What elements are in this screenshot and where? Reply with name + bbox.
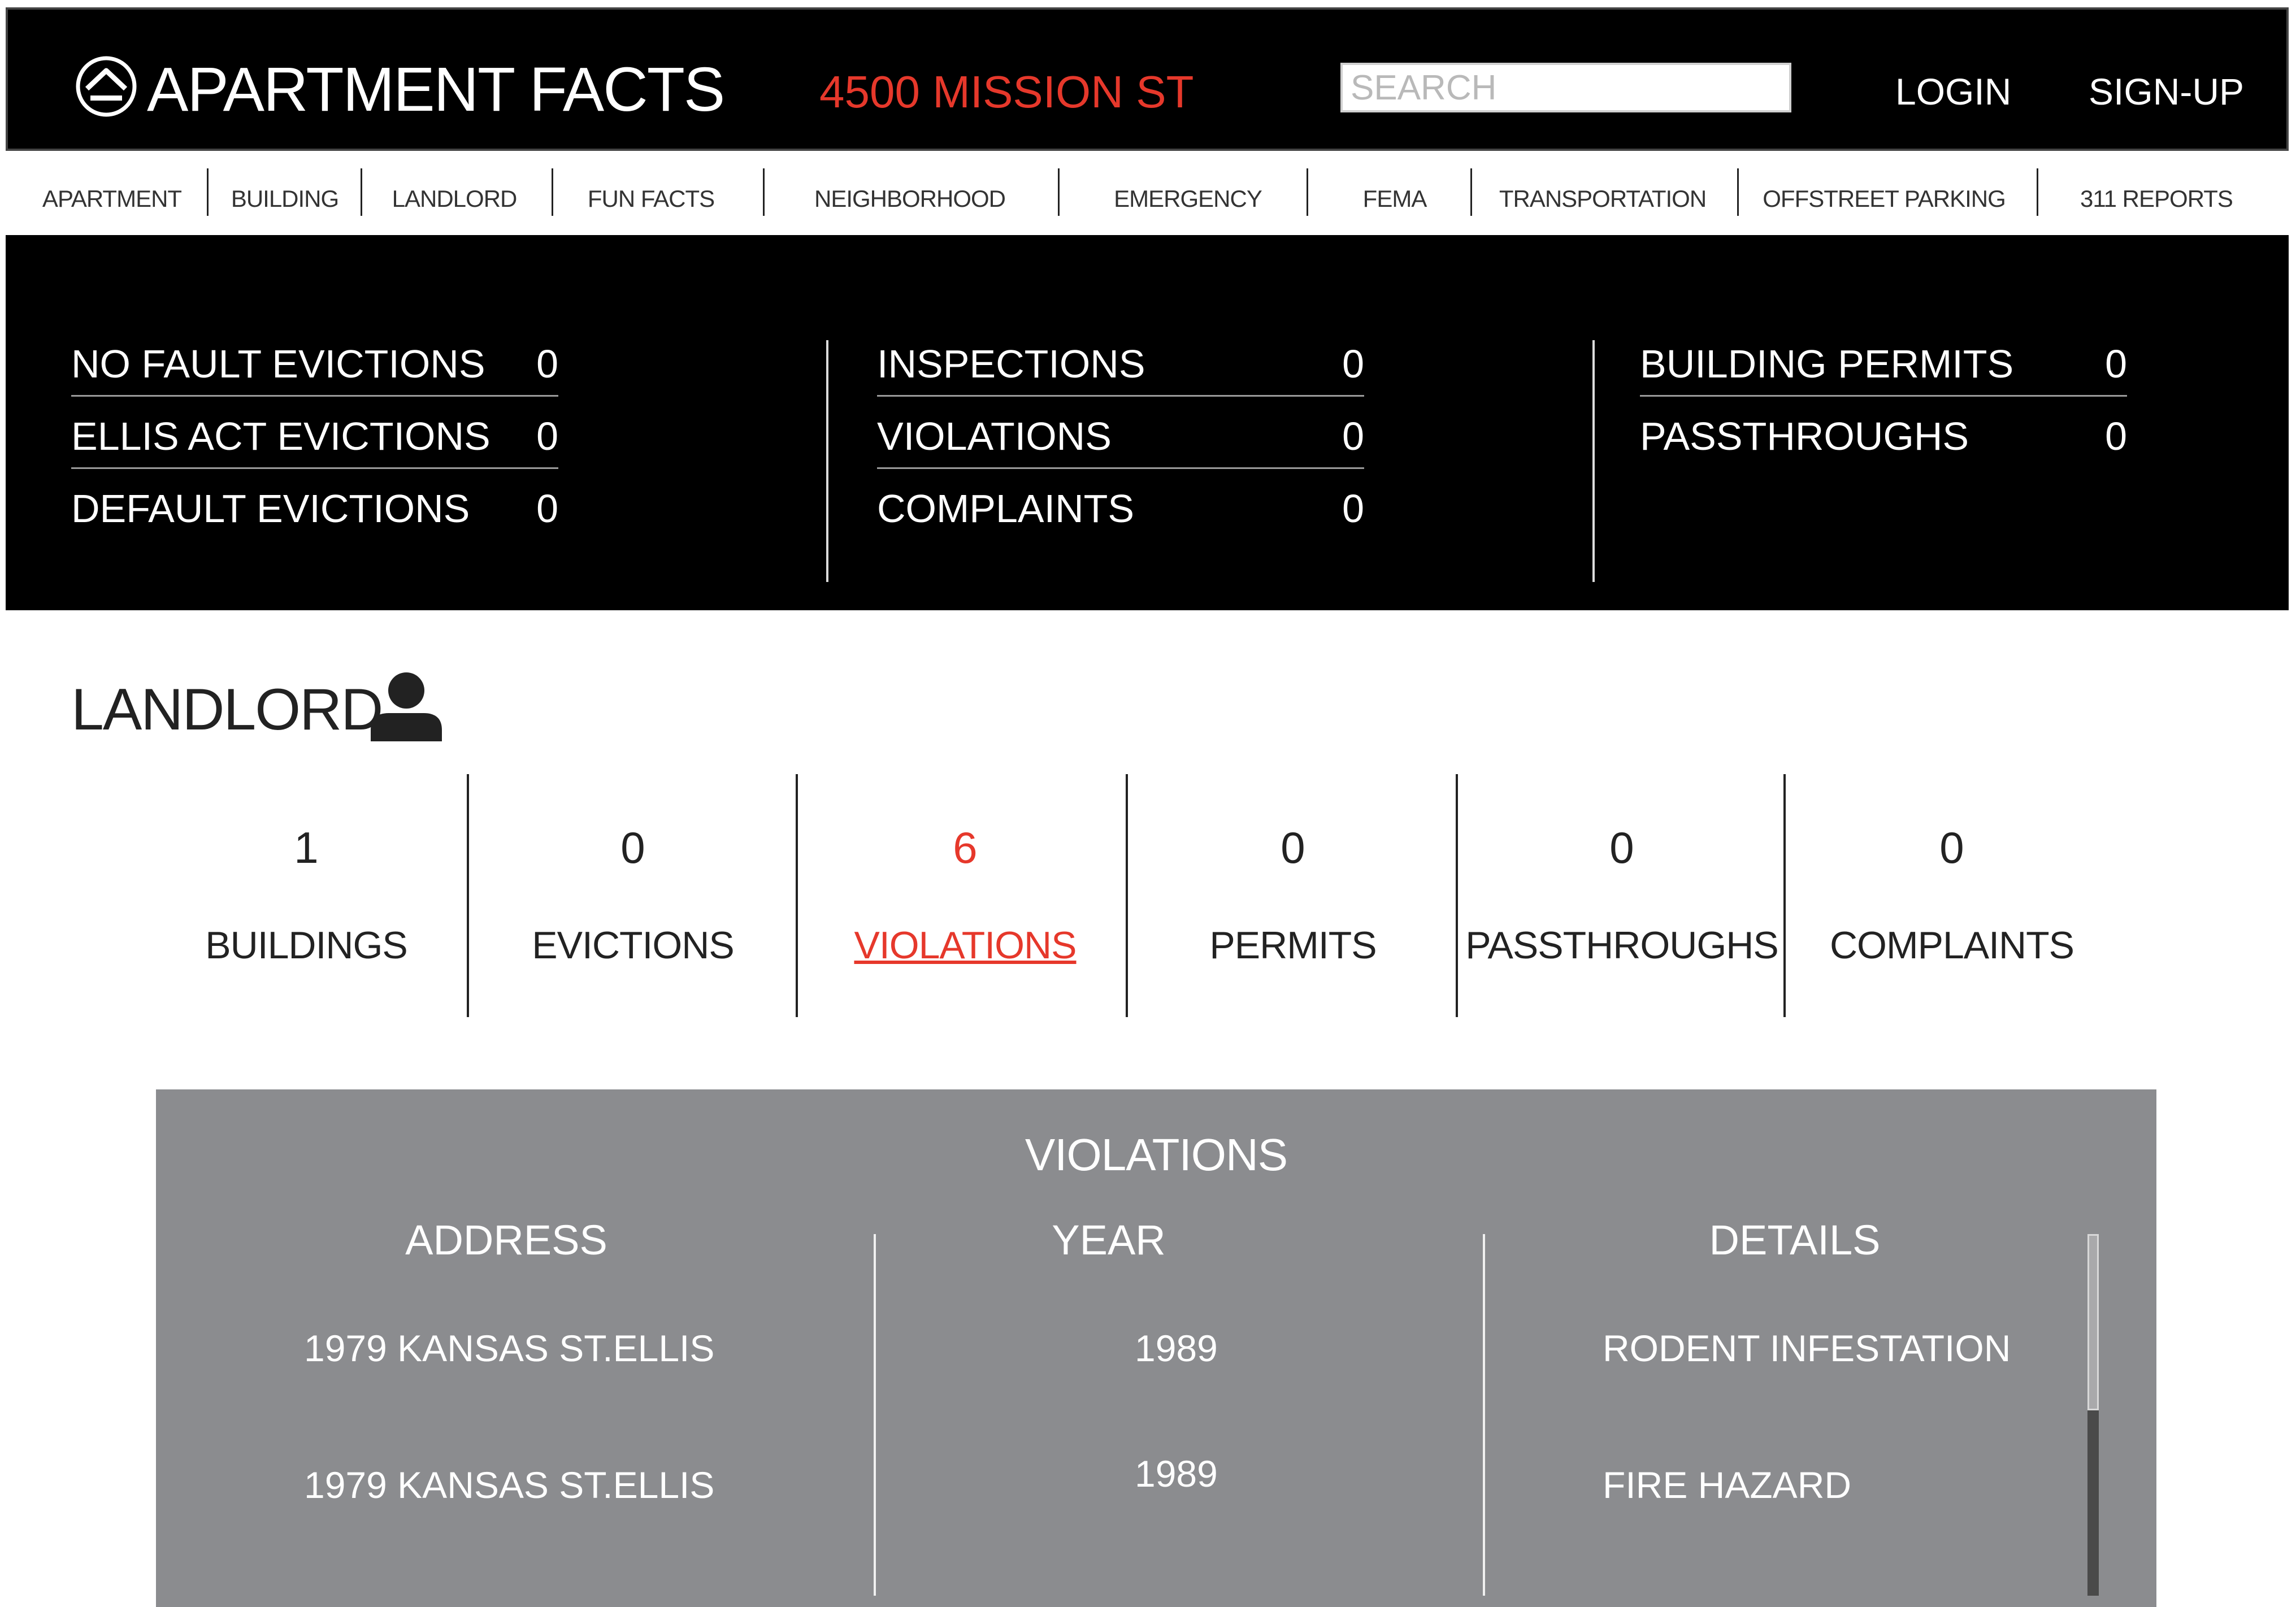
stat-label: COMPLAINTS [877, 487, 1135, 531]
summary-evictions[interactable]: 0 EVICTIONS [469, 780, 797, 1017]
cell-year: 1989 [1135, 1327, 1218, 1369]
stat-value: 0 [1342, 487, 1364, 531]
stat-value: 0 [2105, 414, 2127, 458]
nav-divider [1737, 168, 1739, 216]
summary-passthroughs[interactable]: 0 PASSTHROUGHS [1458, 780, 1786, 1017]
signup-link[interactable]: SIGN-UP [2089, 71, 2245, 112]
person-icon [371, 672, 442, 741]
stat-label: ELLIS ACT EVICTIONS [71, 414, 491, 458]
stat-label: INSPECTIONS [877, 342, 1145, 386]
nav-building[interactable]: BUILDING [231, 185, 339, 212]
column-header-details: DETAILS [1709, 1217, 1881, 1263]
summary-violations[interactable]: 6 VIOLATIONS [801, 780, 1129, 1017]
summary-label: PASSTHROUGHS [1465, 924, 1778, 967]
nav-offstreet-parking[interactable]: OFFSTREET PARKING [1763, 185, 2006, 212]
landlord-section-title: LANDLORD [71, 677, 383, 742]
house-circle-icon[interactable] [75, 55, 138, 118]
stat-inspections: INSPECTIONS 0 [877, 324, 1364, 397]
stat-value: 0 [1342, 342, 1364, 386]
summary-divider [1783, 774, 1786, 1017]
app-logo-text[interactable]: APARTMENT FACTS [147, 55, 725, 124]
summary-count: 0 [1939, 823, 1964, 872]
stat-value: 0 [1342, 414, 1364, 458]
summary-count: 6 [953, 823, 978, 872]
scrollbar-thumb[interactable] [2087, 1234, 2099, 1410]
summary-label: BUILDINGS [205, 924, 408, 967]
summary-count: 0 [1609, 823, 1634, 872]
summary-divider [467, 774, 469, 1017]
current-address: 4500 MISSION ST [819, 67, 1194, 117]
stat-label: BUILDING PERMITS [1640, 342, 2014, 386]
column-divider [1483, 1234, 1485, 1596]
summary-count: 1 [294, 823, 319, 872]
summary-buildings[interactable]: 1 BUILDINGS [142, 780, 470, 1017]
stat-label: PASSTHROUGHS [1640, 414, 1969, 458]
nav-fun-facts[interactable]: FUN FACTS [587, 185, 715, 212]
stat-no-fault-evictions: NO FAULT EVICTIONS 0 [71, 324, 558, 397]
column-header-address: ADDRESS [405, 1217, 607, 1263]
top-header: APARTMENT FACTS 4500 MISSION ST LOGIN SI… [6, 7, 2289, 151]
stat-value: 0 [536, 414, 558, 458]
stats-band: NO FAULT EVICTIONS 0 ELLIS ACT EVICTIONS… [6, 235, 2289, 610]
stat-label: VIOLATIONS [877, 414, 1112, 458]
login-link[interactable]: LOGIN [1895, 71, 2012, 112]
nav-transportation[interactable]: TRANSPORTATION [1499, 185, 1707, 212]
column-divider [874, 1234, 876, 1596]
cell-year: 1989 [1135, 1453, 1218, 1495]
summary-label: COMPLAINTS [1829, 924, 2074, 967]
nav-divider [1058, 168, 1060, 216]
violations-panel-title: VIOLATIONS [1025, 1130, 1288, 1180]
summary-count: 0 [620, 823, 645, 872]
cell-address: 1979 KANSAS ST.ELLIS [304, 1327, 715, 1369]
nav-fema[interactable]: FEMA [1362, 185, 1427, 212]
nav-apartment[interactable]: APARTMENT [42, 185, 182, 212]
nav-divider [763, 168, 765, 216]
table-scrollbar[interactable] [2087, 1234, 2099, 1596]
summary-divider [1126, 774, 1128, 1017]
stat-label: NO FAULT EVICTIONS [71, 342, 485, 386]
nav-311-reports[interactable]: 311 REPORTS [2080, 185, 2233, 212]
summary-count: 0 [1281, 823, 1305, 872]
stat-building-permits: BUILDING PERMITS 0 [1640, 324, 2127, 397]
nav-landlord[interactable]: LANDLORD [392, 185, 518, 212]
stat-passthroughs: PASSTHROUGHS 0 [1640, 397, 2127, 469]
cell-details: RODENT INFESTATION [1603, 1327, 2011, 1369]
summary-divider [796, 774, 798, 1017]
stats-column-divider [1592, 340, 1595, 582]
section-nav: APARTMENT BUILDING LANDLORD FUN FACTS NE… [0, 151, 2296, 236]
stat-violations: VIOLATIONS 0 [877, 397, 1364, 469]
column-header-year: YEAR [1052, 1217, 1166, 1263]
stat-label: DEFAULT EVICTIONS [71, 487, 470, 531]
summary-label: PERMITS [1209, 924, 1377, 967]
nav-divider [361, 168, 362, 216]
stats-column-divider [826, 340, 828, 582]
nav-neighborhood[interactable]: NEIGHBORHOOD [814, 185, 1006, 212]
stat-default-evictions: DEFAULT EVICTIONS 0 [71, 469, 558, 541]
summary-label: EVICTIONS [532, 924, 735, 967]
cell-address: 1979 KANSAS ST.ELLIS [304, 1464, 715, 1506]
stat-ellis-act-evictions: ELLIS ACT EVICTIONS 0 [71, 397, 558, 469]
nav-divider [2037, 168, 2038, 216]
stat-value: 0 [536, 487, 558, 531]
search-input[interactable] [1340, 63, 1791, 112]
stat-value: 0 [536, 342, 558, 386]
summary-complaints[interactable]: 0 COMPLAINTS [1788, 780, 2116, 1017]
nav-divider [207, 168, 209, 216]
summary-permits[interactable]: 0 PERMITS [1129, 780, 1457, 1017]
summary-divider [1456, 774, 1458, 1017]
summary-label[interactable]: VIOLATIONS [854, 924, 1077, 967]
nav-divider [1307, 168, 1308, 216]
violations-panel: VIOLATIONS ADDRESS YEAR DETAILS 1979 KAN… [156, 1089, 2156, 1607]
cell-details: FIRE HAZARD [1603, 1464, 1852, 1506]
nav-divider [1470, 168, 1472, 216]
stat-complaints: COMPLAINTS 0 [877, 469, 1364, 541]
nav-divider [552, 168, 553, 216]
nav-emergency[interactable]: EMERGENCY [1114, 185, 1262, 212]
stat-value: 0 [2105, 342, 2127, 386]
